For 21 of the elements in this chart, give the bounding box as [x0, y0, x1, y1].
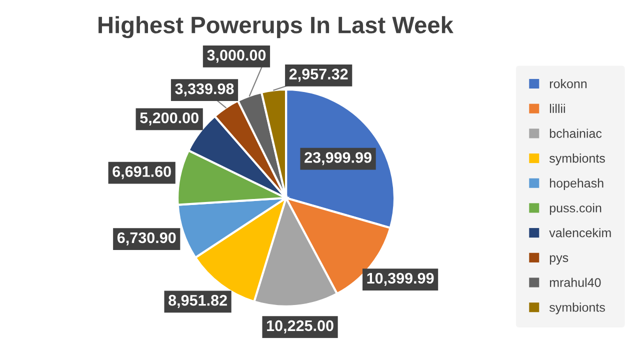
- data-label: 6,730.90: [117, 232, 176, 246]
- legend-label: valencekim: [549, 228, 611, 238]
- legend-label: mrahul40: [550, 278, 601, 287]
- data-label: 6,691.60: [112, 166, 171, 180]
- data-label: 5,200.00: [140, 112, 198, 126]
- data-label: 3,339.98: [175, 83, 234, 96]
- legend-label: rokonn: [550, 79, 587, 88]
- legend-label: lillii: [550, 104, 565, 113]
- data-label: 10,399.99: [367, 272, 434, 286]
- legend-label: symbionts: [549, 154, 605, 166]
- legend-label: pys: [550, 255, 568, 265]
- legend-label: hopehash: [550, 178, 604, 190]
- legend-label: symbionts: [549, 302, 605, 314]
- chart-title: Highest Powerups In Last Week: [98, 16, 454, 38]
- data-label: 8,951.82: [168, 294, 227, 308]
- data-label: 10,225.00: [267, 320, 334, 334]
- legend-label: puss.coin: [550, 203, 602, 215]
- data-label: 2,957.32: [289, 68, 348, 82]
- data-label: 23,999.99: [304, 152, 372, 166]
- data-label: 3,000.00: [207, 50, 266, 63]
- legend-label: bchainiac: [550, 128, 602, 138]
